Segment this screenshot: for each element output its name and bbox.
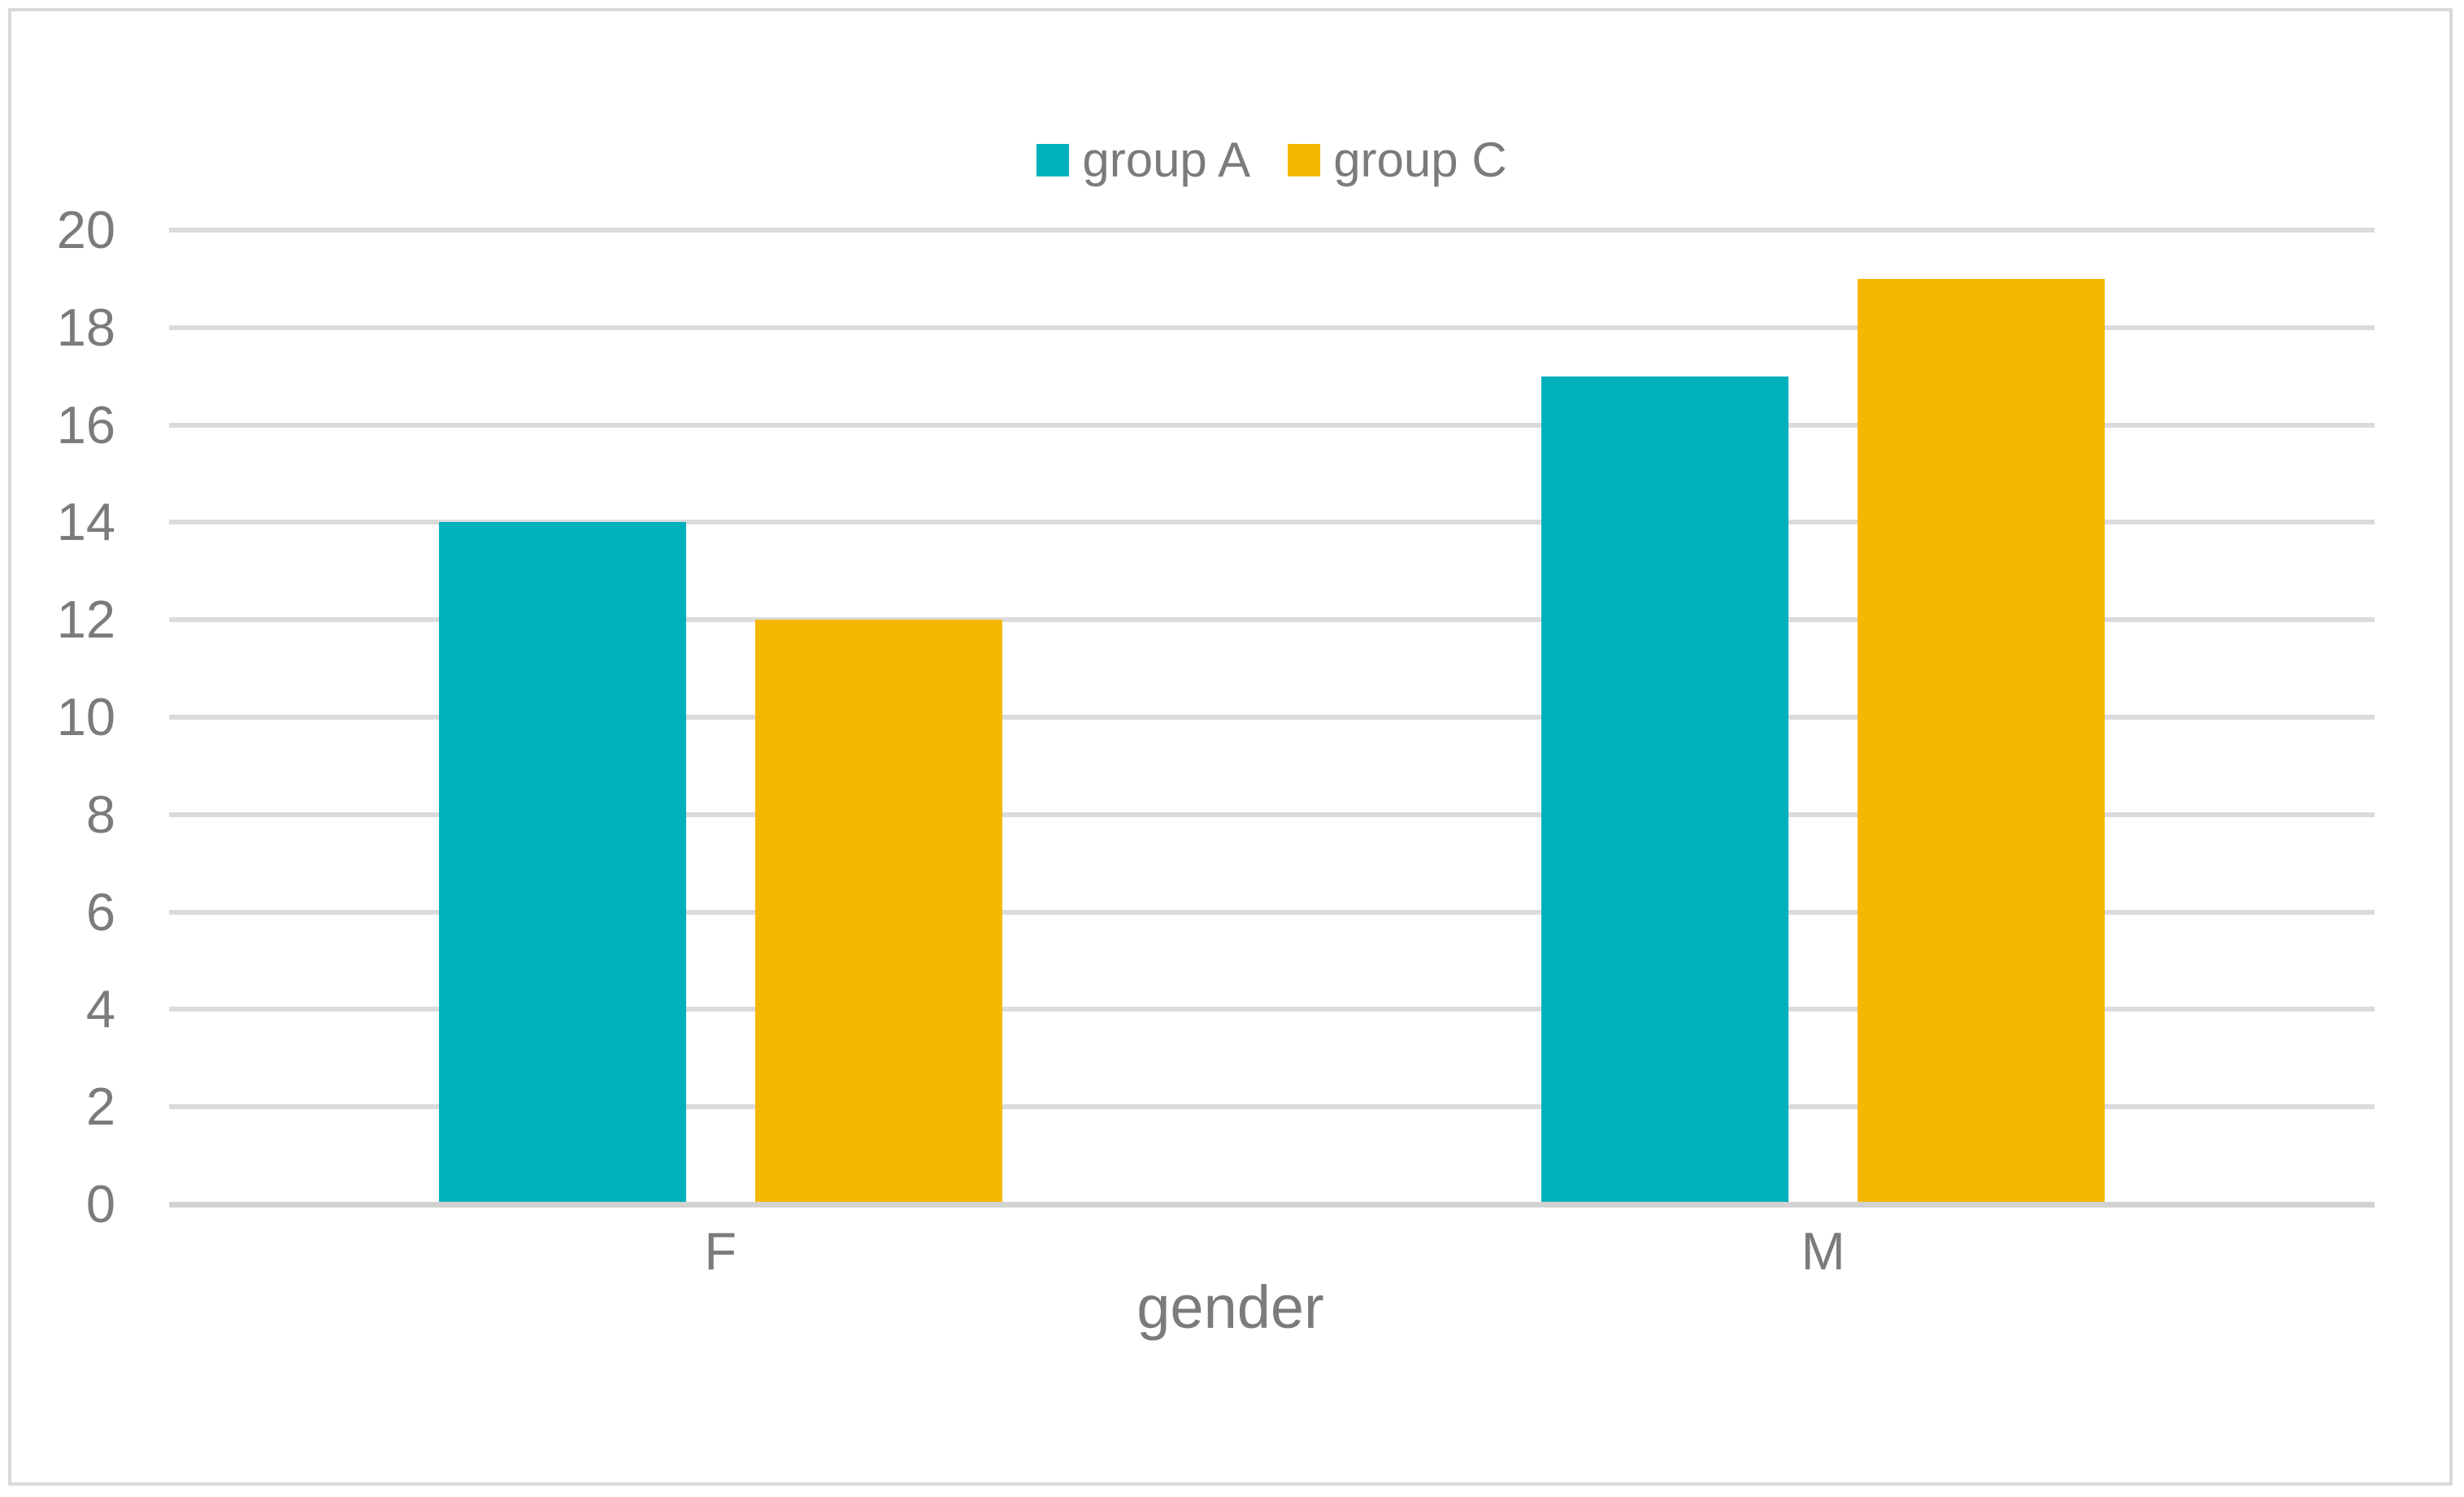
- legend-swatch-icon: [1288, 144, 1321, 176]
- y-tick-label-16: 16: [56, 394, 115, 455]
- gridline-18: [169, 324, 2375, 330]
- bar-f-group-c: [754, 620, 1002, 1204]
- y-tick-label-14: 14: [56, 492, 115, 552]
- y-tick-label-4: 4: [85, 979, 115, 1039]
- gridline-20: [169, 228, 2375, 233]
- gridline-4: [169, 1007, 2375, 1012]
- y-tick-label-8: 8: [85, 784, 115, 844]
- legend-item-group-a: group A: [1036, 132, 1250, 189]
- bar-m-group-c: [1858, 278, 2105, 1204]
- y-tick-label-10: 10: [56, 687, 115, 746]
- y-tick-label-12: 12: [56, 590, 115, 650]
- y-tick-label-18: 18: [56, 297, 115, 357]
- y-tick-label-0: 0: [85, 1174, 115, 1234]
- legend: group A group C: [169, 132, 2375, 189]
- x-axis-title: gender: [1136, 1273, 1324, 1341]
- y-tick-label-2: 2: [85, 1077, 115, 1137]
- gridline-2: [169, 1104, 2375, 1110]
- bar-group-m: [1272, 230, 2375, 1204]
- x-axis-line: [169, 1202, 2375, 1208]
- gridline-16: [169, 422, 2375, 428]
- gridline-14: [169, 520, 2375, 525]
- gridline-6: [169, 909, 2375, 915]
- y-tick-label-6: 6: [85, 881, 115, 942]
- x-category-label-m: M: [1801, 1221, 1845, 1281]
- bar-group-f: [169, 230, 1272, 1204]
- bar-m-group-a: [1541, 376, 1789, 1204]
- legend-item-group-c: group C: [1288, 132, 1507, 189]
- gridline-10: [169, 715, 2375, 720]
- plot-area: 0 2 4 6 8 10 12 14 16 18 20: [57, 200, 2375, 1234]
- gridline-8: [169, 812, 2375, 817]
- legend-label: group A: [1082, 133, 1251, 187]
- bar-f-group-a: [438, 522, 686, 1204]
- x-category-label-f: F: [704, 1221, 737, 1281]
- y-tick-label-20: 20: [56, 200, 115, 259]
- bars-layer: [169, 230, 2375, 1204]
- gridline-12: [169, 617, 2375, 623]
- legend-label: group C: [1333, 133, 1507, 187]
- legend-swatch-icon: [1036, 144, 1070, 176]
